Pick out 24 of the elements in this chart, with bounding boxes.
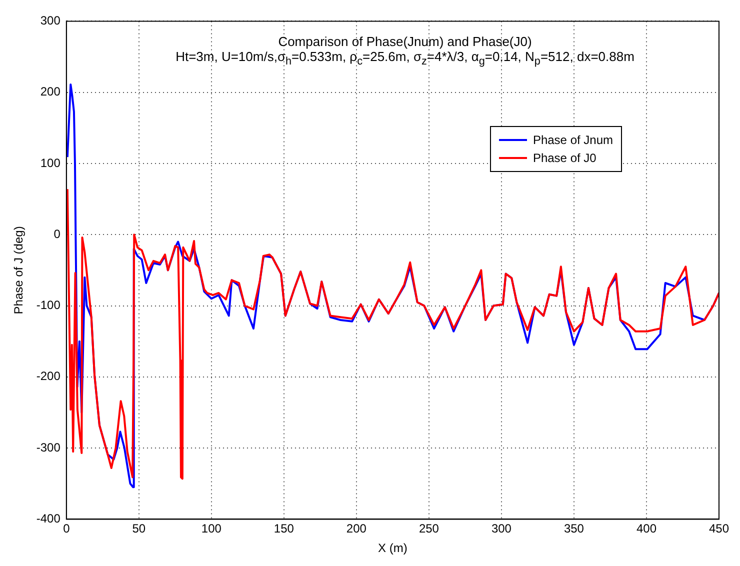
y-axis-title: Phase of J (deg) [12, 226, 26, 314]
y-tick-label: -200 [36, 369, 61, 384]
x-tick-label: 200 [346, 522, 367, 536]
y-tick-label: -100 [36, 298, 61, 312]
y-tick-label: -400 [36, 512, 61, 526]
y-tick-label: 200 [40, 84, 61, 99]
x-tick-label: 400 [636, 522, 657, 536]
y-tick-label: 0 [54, 226, 61, 241]
x-tick-label: 100 [201, 522, 222, 536]
x-tick-label: 0 [63, 522, 70, 536]
text: Comparison of Phase(Jnum) and Phase(J0) [277, 34, 533, 49]
x-tick-label: 450 [708, 522, 730, 536]
x-tick-label: 300 [491, 522, 512, 536]
x-tick-label: 350 [564, 522, 584, 536]
legend-label: Phase of Jnum [532, 133, 613, 147]
y-tick-label: 300 [40, 14, 61, 28]
x-tick-label: 150 [274, 522, 294, 536]
x-tick-label: 50 [132, 522, 146, 536]
x-axis-title: X (m) [378, 541, 408, 556]
text: Ht=3m, U=10m/s,σ$_{h}$=0.533m, ρ$_{c}$=25.6m, σ$_{z}$=4*λ/3, α$_{g}$=0.14, N$_{p}$=512, dx=0.88m [176, 49, 634, 68]
y-tick-label: 100 [40, 156, 61, 170]
y-tick-label: -300 [36, 440, 61, 454]
legend-label: Phase of J0 [532, 151, 596, 165]
x-tick-label: 250 [418, 522, 440, 536]
